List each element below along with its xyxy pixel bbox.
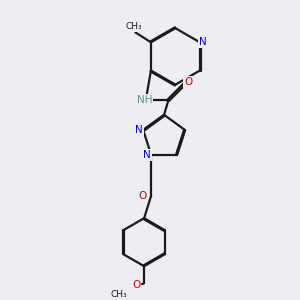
Text: CH₃: CH₃ bbox=[126, 22, 142, 31]
Text: CH₃: CH₃ bbox=[110, 290, 127, 299]
Text: O: O bbox=[184, 77, 192, 87]
Text: N: N bbox=[143, 150, 151, 160]
Text: O: O bbox=[132, 280, 140, 290]
Text: N: N bbox=[135, 125, 143, 135]
Text: NH: NH bbox=[136, 95, 152, 105]
Text: N: N bbox=[199, 37, 207, 47]
Text: O: O bbox=[139, 190, 147, 201]
